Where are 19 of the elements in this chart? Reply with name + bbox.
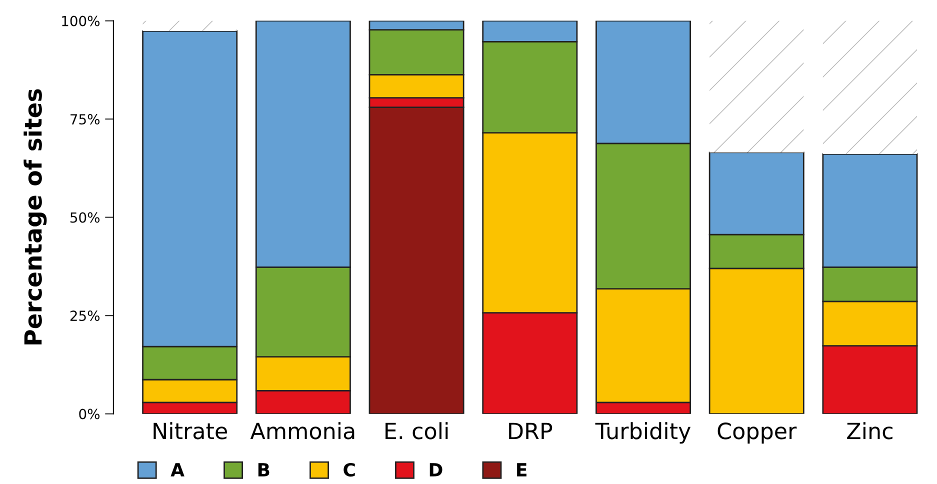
y-tick-label: 100% [62,16,100,26]
y-axis-title: Percentage of sites [24,89,47,344]
legend-label: B [258,463,270,476]
legend-label: D [430,463,442,476]
y-tick-label: 25% [70,310,100,322]
x-tick-label: E. coli [386,422,448,440]
y-tick-label: 50% [70,212,100,223]
legend-label: A [170,463,184,476]
bar [142,20,237,32]
x-tick-label: Ammonia [250,422,354,440]
x-tick-label: DRP [509,422,552,440]
legend-label: E [517,463,526,476]
legend-label: C [344,462,355,477]
x-tick-label: Nitrate [154,422,227,440]
x-tick-label: Zinc [847,422,892,440]
x-tick-label: Copper [718,422,797,444]
y-tick-label: 75% [70,114,100,125]
y-tick-label: 0% [79,408,100,420]
x-tick-label: Turbidity [595,422,691,444]
